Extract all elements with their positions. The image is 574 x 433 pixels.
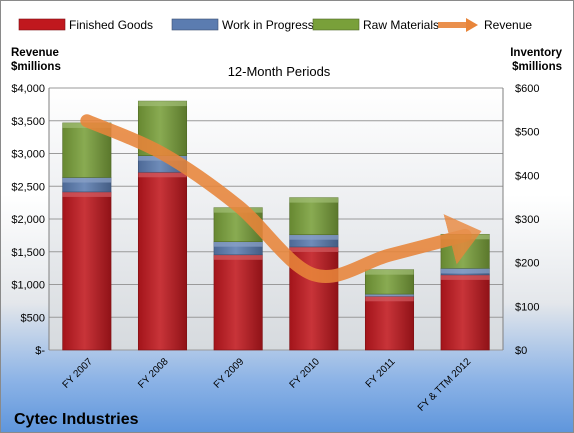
bar-raw-materials — [62, 122, 112, 178]
bar-highlight — [62, 191, 112, 197]
left-tick-label: $1,000 — [11, 280, 45, 292]
bar-highlight — [138, 101, 187, 107]
category-label: FY & TTM 2012 — [416, 356, 474, 414]
bars — [62, 100, 490, 351]
left-axis-label-line1: Revenue — [11, 47, 59, 59]
bar-highlight — [365, 294, 414, 297]
left-tick-label: $- — [35, 345, 45, 357]
left-axis-label-line2: $millions — [11, 61, 61, 73]
right-tick-label: $600 — [515, 83, 539, 95]
legend-label: Revenue — [484, 18, 532, 32]
category-label: FY 2007 — [61, 356, 96, 391]
legend-swatch-finished-goods — [18, 18, 66, 31]
bar-highlight — [365, 296, 414, 302]
bar-finished-goods — [137, 171, 188, 351]
bar-highlight — [213, 241, 263, 247]
category-label: FY 2010 — [288, 356, 323, 391]
legend-label: Finished Goods — [69, 18, 153, 32]
legend: Finished Goods Work in Progress Raw Materi… — [18, 18, 532, 32]
bar-highlight — [289, 246, 339, 252]
right-tick-label: $0 — [515, 345, 527, 357]
legend-swatch-work-in-progress — [171, 18, 219, 31]
bar-highlight — [365, 269, 414, 275]
legend-swatch-raw-materials — [312, 18, 360, 31]
bar-finished-goods — [364, 295, 415, 351]
category-label: FY 2011 — [364, 356, 398, 390]
bar-highlight — [289, 234, 339, 240]
right-tick-label: $500 — [515, 127, 539, 139]
bar-raw-materials — [289, 197, 339, 236]
right-axis-label-line1: Inventory — [510, 47, 562, 59]
left-tick-label: $500 — [21, 312, 45, 324]
company-name: Cytec Industries — [14, 411, 139, 428]
bar-highlight — [440, 268, 490, 274]
right-axis-label-line2: $millions — [512, 61, 562, 73]
right-tick-label: $100 — [515, 301, 539, 313]
left-tick-label: $1,500 — [11, 247, 45, 259]
revenue-line-layer — [80, 114, 482, 283]
right-tick-label: $400 — [515, 170, 539, 182]
bar-finished-goods — [213, 254, 263, 351]
left-tick-label: $3,500 — [11, 116, 45, 128]
legend-label: Work in Progress — [222, 18, 314, 32]
bar-highlight — [62, 177, 112, 183]
bar-highlight — [213, 254, 263, 260]
bar-highlight — [289, 197, 339, 203]
category-label: FY 2009 — [212, 356, 247, 391]
left-tick-label: $4,000 — [11, 83, 45, 95]
bar-highlight — [440, 274, 490, 280]
chart-title: 12-Month Periods — [228, 64, 331, 79]
legend-label: Raw Materials — [363, 18, 439, 32]
category-label: FY 2008 — [136, 356, 171, 391]
bar-finished-goods — [440, 274, 490, 351]
left-tick-label: $2,500 — [11, 181, 45, 193]
bar-finished-goods — [62, 191, 112, 351]
right-tick-label: $300 — [515, 214, 539, 226]
left-tick-label: $3,000 — [11, 149, 45, 161]
right-tick-label: $200 — [515, 258, 539, 270]
gridlines — [49, 87, 503, 351]
bar-highlight — [138, 172, 187, 178]
legend-arrow-icon — [466, 18, 478, 32]
left-tick-label: $2,000 — [11, 214, 45, 226]
